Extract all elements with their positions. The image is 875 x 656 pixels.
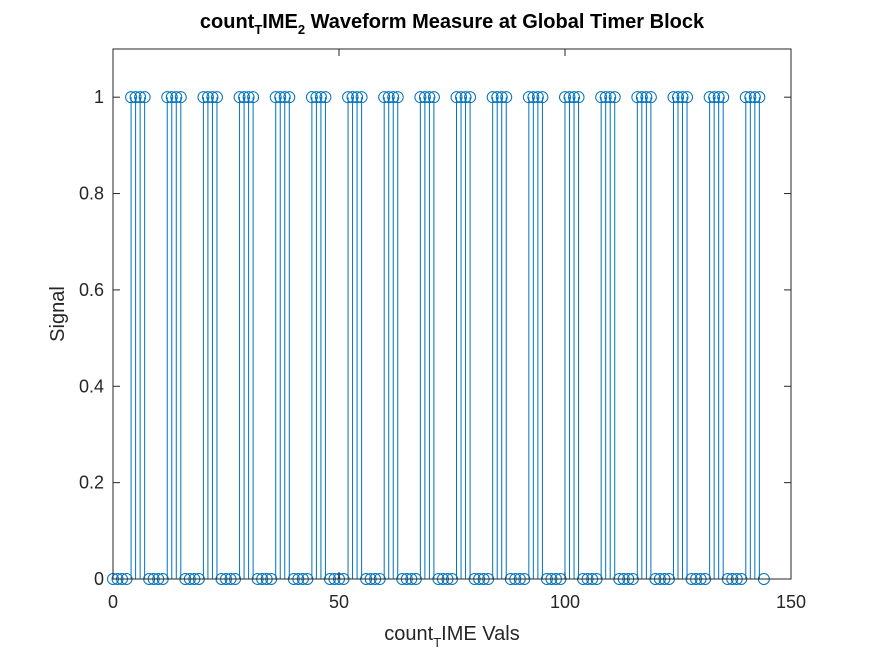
stem-marker [644,91,657,104]
stem-marker [247,91,260,104]
stem-marker [342,91,355,104]
stem-marker [242,91,255,104]
stem-marker [427,91,440,104]
stem-marker [748,91,761,104]
stem-marker [500,91,513,104]
stem-marker [667,91,680,104]
stem-marker [531,91,544,104]
stem-marker [161,91,174,104]
stem-marker [599,91,612,104]
stem-marker [310,91,323,104]
stem-marker [681,91,694,104]
stem-marker [717,91,730,104]
stem-marker [165,91,178,104]
stem-marker [283,91,296,104]
stem-marker [559,91,571,104]
x-axis-label: countTIME Vals [384,623,519,650]
stem-marker [744,91,757,104]
stem-marker [391,91,404,104]
plot-area [113,49,791,579]
axis-ticks: 0 50 100 150 0 0.2 0.4 0.6 0.8 1 [79,49,806,612]
stem-marker [753,91,766,104]
stem-marker [712,91,725,104]
stem-marker [278,91,291,104]
stem-marker [206,91,219,104]
stem-marker [355,91,368,104]
x-tick-label: 150 [776,592,806,612]
y-tick-label: 1 [94,87,104,107]
y-axis-label: Signal [47,286,69,342]
stem-marker [134,91,147,104]
axes-box [112,48,792,580]
stem-marker [676,91,689,104]
stem-marker [527,91,540,104]
stem-marker [486,91,499,104]
stem-marker [319,91,332,104]
stem-marker [174,91,187,104]
stem-marker [269,91,282,104]
stem-series [107,91,770,585]
stem-marker [563,91,576,104]
stem-marker [572,91,585,104]
stem-marker [378,91,391,104]
stem-marker [495,91,508,104]
stem-marker [464,91,477,104]
stem-marker [568,91,581,104]
x-tick-label: 50 [329,592,349,612]
stem-marker [522,91,535,104]
stem-marker [595,91,608,104]
stem-marker [346,91,359,104]
stem-marker [631,91,644,104]
stem-marker [274,91,287,104]
stem-marker [640,91,653,104]
stem-marker [703,91,716,104]
stem-marker [455,91,468,104]
x-tick-label: 100 [550,592,580,612]
stem-marker [125,91,138,104]
stem-marker [314,91,327,104]
stem-marker [608,91,621,104]
chart-title: countTIME2 Waveform Measure at Global Ti… [200,11,705,37]
y-tick-label: 0.4 [79,376,104,396]
y-tick-label: 0.6 [79,280,104,300]
stem-marker [739,91,752,104]
stem-marker [536,91,549,104]
stem-marker [138,91,151,104]
stem-marker [210,91,223,104]
stem-marker [129,91,142,104]
stem-marker [201,91,214,104]
stem-marker [491,91,504,104]
x-tick-label: 0 [108,592,118,612]
stem-marker [382,91,395,104]
stem-marker [414,91,427,104]
y-tick-label: 0.2 [79,473,104,493]
stem-marker [459,91,472,104]
stem-marker [635,91,648,104]
stem-marker [238,91,251,104]
stem-marker [351,91,364,104]
stem-marker [197,91,210,104]
stem-marker [418,91,431,104]
stem-marker [170,91,183,104]
stem-marker [423,91,436,104]
y-tick-label: 0.8 [79,184,104,204]
stem-marker [672,91,684,104]
stem-marker [387,91,400,104]
stem-marker [708,91,721,104]
stem-marker [604,91,617,104]
stem-marker [233,91,246,104]
y-tick-label: 0 [94,569,104,589]
stem-marker [305,91,318,104]
stem-marker [450,91,463,104]
